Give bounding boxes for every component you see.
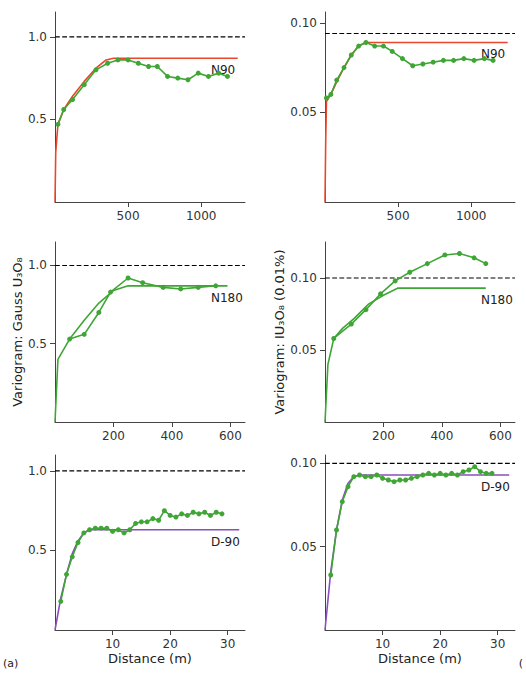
svg-text:D-90: D-90 (211, 535, 240, 549)
svg-text:1000: 1000 (186, 209, 217, 223)
svg-text:N90: N90 (481, 47, 506, 62)
svg-text:0.05: 0.05 (290, 343, 317, 357)
svg-text:400: 400 (160, 429, 183, 443)
svg-text:N180: N180 (481, 293, 513, 307)
svg-text:0.10: 0.10 (290, 456, 317, 470)
svg-text:0.5: 0.5 (28, 543, 47, 557)
svg-text:20: 20 (433, 637, 448, 651)
svg-text:400: 400 (430, 429, 453, 443)
svg-text:1.0: 1.0 (28, 258, 47, 272)
svg-text:0.05: 0.05 (290, 105, 317, 119)
svg-text:Variogram: IU₃O₈ (0.01%): Variogram: IU₃O₈ (0.01%) (272, 249, 287, 414)
svg-text:Distance (m): Distance (m) (108, 651, 192, 666)
svg-text:500: 500 (117, 209, 140, 223)
svg-text:0.5: 0.5 (28, 112, 47, 126)
svg-text:20: 20 (163, 637, 178, 651)
svg-text:10: 10 (375, 637, 390, 651)
svg-text:Distance (m): Distance (m) (378, 651, 462, 666)
svg-text:N90: N90 (211, 63, 236, 78)
svg-text:(: ( (519, 657, 523, 670)
svg-text:N180: N180 (211, 291, 243, 305)
svg-text:30: 30 (220, 637, 235, 651)
svg-text:200: 200 (372, 429, 395, 443)
svg-text:Variogram: Gauss U₃O₈: Variogram: Gauss U₃O₈ (10, 257, 25, 407)
svg-text:1.0: 1.0 (28, 30, 47, 44)
svg-text:0.5: 0.5 (28, 337, 47, 351)
svg-text:1000: 1000 (456, 209, 487, 223)
svg-text:10: 10 (105, 637, 120, 651)
svg-text:600: 600 (219, 429, 242, 443)
svg-text:(a): (a) (3, 657, 18, 670)
svg-text:1.0: 1.0 (28, 464, 47, 478)
svg-text:200: 200 (102, 429, 125, 443)
svg-text:0.05: 0.05 (290, 540, 317, 554)
svg-text:600: 600 (489, 429, 512, 443)
svg-text:D-90: D-90 (481, 480, 510, 494)
svg-text:30: 30 (490, 637, 505, 651)
svg-text:0.10: 0.10 (290, 271, 317, 285)
svg-text:0.10: 0.10 (290, 16, 317, 30)
svg-text:500: 500 (387, 209, 410, 223)
